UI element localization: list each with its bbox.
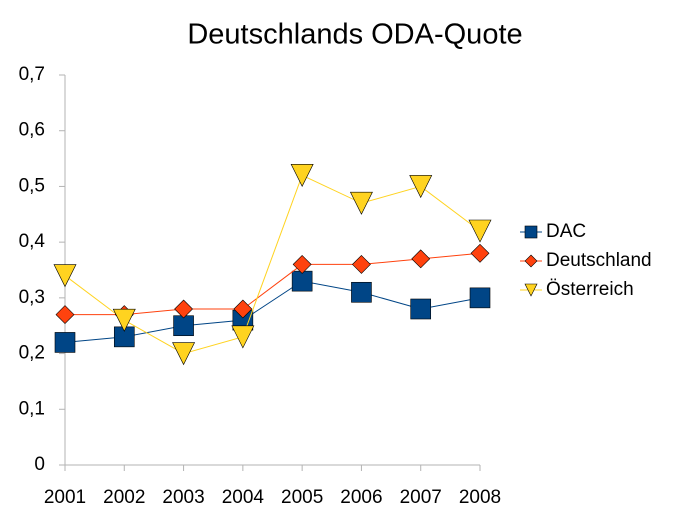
marker xyxy=(174,299,193,319)
marker xyxy=(292,255,312,274)
y-tick-label: 0 xyxy=(34,454,45,475)
marker xyxy=(54,332,76,353)
marker xyxy=(524,283,538,297)
legend-label: DAC xyxy=(546,221,586,242)
y-tick-label: 0,5 xyxy=(19,175,45,196)
y-tick-label: 0,2 xyxy=(19,343,45,364)
legend-label: Deutschland xyxy=(546,250,652,271)
x-tick-label: 2007 xyxy=(400,487,442,508)
marker xyxy=(173,315,194,337)
marker xyxy=(524,225,538,239)
marker xyxy=(291,270,313,292)
x-tick-label: 2008 xyxy=(459,487,501,508)
marker xyxy=(231,325,255,349)
x-tick-label: 2001 xyxy=(44,487,86,508)
marker xyxy=(410,298,432,320)
marker xyxy=(469,287,491,309)
x-tick-label: 2003 xyxy=(162,487,204,508)
legend-label: Österreich xyxy=(546,279,634,300)
marker xyxy=(233,299,253,319)
marker xyxy=(411,249,431,269)
y-tick-label: 0,1 xyxy=(19,398,45,419)
marker xyxy=(53,264,77,288)
x-tick-label: 2005 xyxy=(281,487,323,508)
x-tick-label: 2002 xyxy=(103,487,145,508)
marker xyxy=(468,219,492,243)
marker xyxy=(470,243,490,263)
marker xyxy=(351,281,372,303)
marker xyxy=(349,191,373,215)
y-tick-label: 0,6 xyxy=(19,120,45,141)
x-tick-label: 2006 xyxy=(340,487,382,508)
marker xyxy=(524,254,538,268)
marker xyxy=(172,342,196,366)
y-tick-label: 0,3 xyxy=(19,287,45,308)
marker xyxy=(290,163,314,187)
marker xyxy=(112,308,136,332)
y-tick-label: 0,7 xyxy=(19,64,45,85)
marker xyxy=(55,305,75,324)
chart-title: Deutschlands ODA-Quote xyxy=(187,19,522,51)
series-line xyxy=(65,252,481,316)
x-tick-label: 2004 xyxy=(222,487,265,508)
series-line xyxy=(64,174,481,355)
y-tick-label: 0,4 xyxy=(19,231,46,252)
marker xyxy=(409,175,433,199)
marker xyxy=(352,255,371,274)
